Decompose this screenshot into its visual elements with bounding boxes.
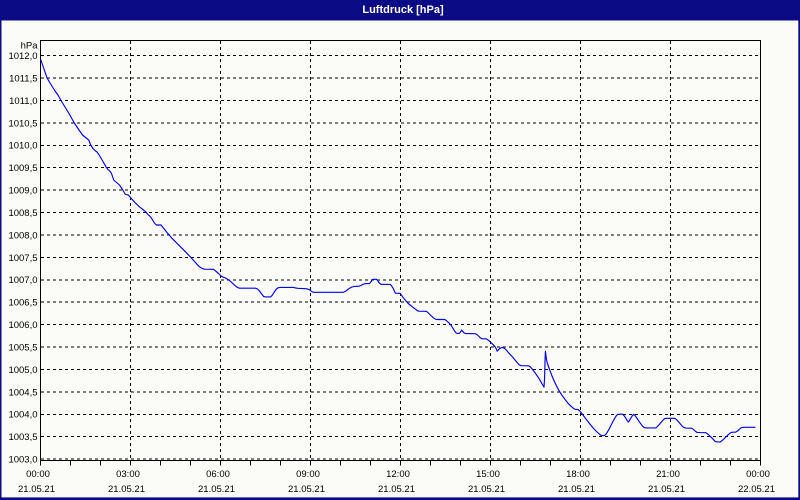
svg-text:18:00: 18:00 xyxy=(566,469,590,480)
svg-text:1008,0: 1008,0 xyxy=(8,230,37,241)
svg-text:12:00: 12:00 xyxy=(386,469,410,480)
svg-text:1009,5: 1009,5 xyxy=(8,163,37,174)
svg-text:21.05.21: 21.05.21 xyxy=(468,484,505,495)
svg-text:21.05.21: 21.05.21 xyxy=(288,484,325,495)
svg-text:1008,5: 1008,5 xyxy=(8,208,37,219)
svg-text:1007,5: 1007,5 xyxy=(8,253,37,264)
svg-text:21.05.21: 21.05.21 xyxy=(648,484,685,495)
svg-text:03:00: 03:00 xyxy=(116,469,140,480)
svg-text:21.05.21: 21.05.21 xyxy=(198,484,235,495)
svg-text:1003,5: 1003,5 xyxy=(8,432,37,443)
svg-text:1012,0: 1012,0 xyxy=(8,51,37,62)
svg-text:Luftdruck [hPa]: Luftdruck [hPa] xyxy=(362,4,444,16)
svg-text:21.05.21: 21.05.21 xyxy=(378,484,415,495)
svg-text:21.05.21: 21.05.21 xyxy=(558,484,595,495)
svg-text:15:00: 15:00 xyxy=(476,469,500,480)
svg-text:1010,5: 1010,5 xyxy=(8,118,37,129)
svg-text:1006,5: 1006,5 xyxy=(8,298,37,309)
svg-text:1007,0: 1007,0 xyxy=(8,275,37,286)
svg-text:21.05.21: 21.05.21 xyxy=(108,484,145,495)
svg-text:21:00: 21:00 xyxy=(656,469,680,480)
svg-text:1009,0: 1009,0 xyxy=(8,186,37,197)
svg-text:1011,5: 1011,5 xyxy=(9,73,37,84)
svg-text:1011,0: 1011,0 xyxy=(9,96,37,107)
svg-text:1004,0: 1004,0 xyxy=(8,410,37,421)
svg-text:1003,0: 1003,0 xyxy=(8,455,37,466)
svg-text:22.05.21: 22.05.21 xyxy=(738,484,775,495)
svg-text:hPa: hPa xyxy=(21,41,39,52)
svg-text:1010,0: 1010,0 xyxy=(8,141,37,152)
svg-text:00:00: 00:00 xyxy=(26,469,50,480)
svg-text:21.05.21: 21.05.21 xyxy=(18,484,55,495)
svg-text:1005,5: 1005,5 xyxy=(8,342,37,353)
svg-text:1005,0: 1005,0 xyxy=(8,365,37,376)
svg-text:00:00: 00:00 xyxy=(746,469,770,480)
svg-text:1004,5: 1004,5 xyxy=(8,387,37,398)
svg-text:1006,0: 1006,0 xyxy=(8,320,37,331)
svg-text:09:00: 09:00 xyxy=(296,469,320,480)
svg-text:06:00: 06:00 xyxy=(206,469,230,480)
